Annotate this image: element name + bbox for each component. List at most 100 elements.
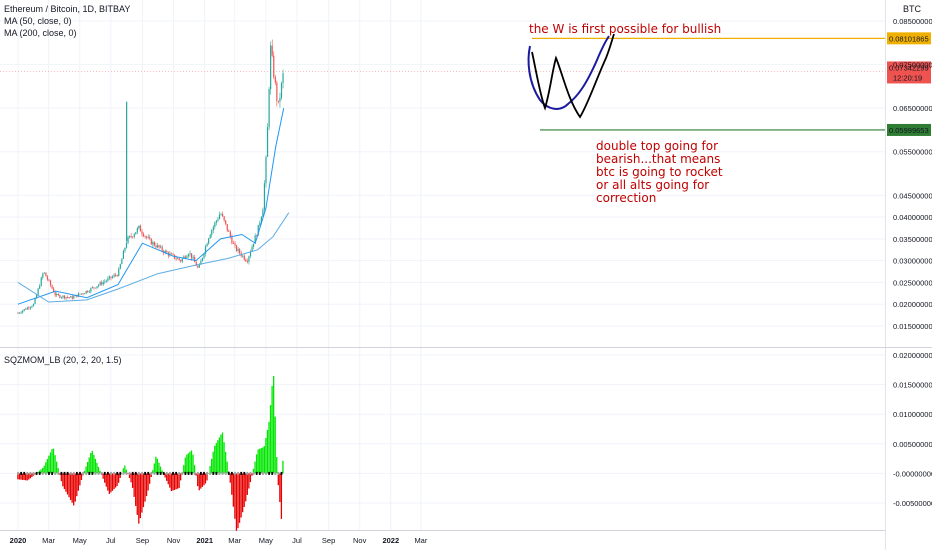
candle-body: [108, 276, 111, 279]
price-axis[interactable]: 0.08500000 0.07500000 0.06500000 0.05500000…: [893, 17, 932, 331]
candle-body: [187, 254, 190, 257]
grid: [0, 0, 885, 530]
w-pattern-note: the W is first possible for bullish: [529, 22, 721, 36]
candle-body: [194, 257, 196, 263]
time-axis[interactable]: 2020 Mar May Jul Sep Nov 2021 Mar May Jul Sep Nov 20…: [10, 536, 428, 545]
candle-body: [139, 225, 142, 232]
symbol-title[interactable]: Ethereum / Bitcoin, 1D, BITBAY: [4, 4, 130, 14]
candle-body: [49, 280, 52, 286]
momentum-bar: [57, 468, 59, 474]
momentum-bar: [224, 451, 227, 474]
momentum-bar: [246, 473, 248, 495]
ma200-legend[interactable]: MA (200, close, 0): [4, 28, 77, 38]
candle-body: [129, 236, 131, 238]
candle-body: [62, 295, 64, 298]
momentum-bar: [118, 473, 120, 483]
squeeze-dot: [153, 471, 156, 475]
momentum-bar: [206, 473, 208, 481]
momentum-bar: [94, 458, 97, 474]
squeeze-dot: [63, 471, 66, 475]
momentum-bar: [193, 465, 196, 474]
time-tick-label: Nov: [353, 536, 367, 545]
candle-body: [262, 209, 264, 217]
candle-body: [60, 297, 62, 299]
momentum-bar: [155, 456, 157, 474]
momentum-bar: [62, 473, 64, 487]
momentum-bar: [204, 473, 207, 484]
momentum-bar: [111, 473, 114, 491]
candle-body: [107, 278, 109, 281]
momentum-axis[interactable]: 0.02000000 0.01500000 0.01000000 0.00500000…: [893, 351, 932, 508]
squeeze-dot: [94, 471, 97, 475]
candle-body: [82, 293, 84, 295]
candle-body: [253, 243, 255, 247]
candle-body: [125, 242, 128, 248]
double-top-note-line-5: correction: [596, 191, 656, 205]
candle-body: [70, 296, 72, 298]
candle-body: [239, 249, 241, 254]
momentum-bar: [85, 466, 87, 474]
momentum-bar: [40, 469, 42, 474]
momentum-bar: [124, 465, 126, 474]
candle-body: [146, 236, 148, 238]
momentum-bar: [23, 473, 25, 481]
candle-body: [228, 230, 230, 232]
momentum-bar: [190, 450, 193, 474]
candle-body: [133, 234, 135, 237]
squeeze-dot: [172, 471, 174, 475]
momentum-bar: [80, 473, 83, 481]
squeeze-dot: [119, 471, 122, 475]
momentum-bar: [48, 455, 50, 474]
candle-body: [43, 272, 45, 274]
candle-body: [234, 243, 236, 246]
candle-body: [274, 77, 276, 83]
candle-body: [25, 309, 27, 310]
candle-body: [46, 276, 49, 280]
ma50-legend[interactable]: MA (50, close, 0): [4, 16, 72, 26]
current-price-label: 0.07342299: [889, 63, 929, 72]
momentum-bar: [262, 447, 264, 474]
candle-body: [156, 245, 159, 248]
indicator-title[interactable]: SQZMOM_LB (20, 2, 20, 1.5): [4, 355, 122, 365]
momentum-bar: [164, 473, 166, 478]
momentum-bar: [34, 473, 36, 475]
squeeze-dot: [221, 471, 224, 475]
candle-body: [265, 156, 267, 184]
momentum-bar: [102, 473, 104, 479]
resistance-tag-label: 0.08101865: [889, 34, 929, 43]
squeeze-dot: [82, 471, 84, 475]
momentum-bar: [271, 385, 273, 474]
momentum-bar: [71, 473, 73, 503]
candle-body: [184, 256, 186, 258]
time-tick-label: Sep: [136, 536, 149, 545]
momentum-bar: [161, 470, 163, 474]
squeeze-dot: [274, 471, 277, 475]
candle-body: [256, 235, 258, 237]
candle-body: [39, 285, 41, 289]
time-tick-label: 2021: [196, 536, 213, 545]
time-tick-label: 2022: [382, 536, 399, 545]
candle-body: [271, 45, 273, 56]
momentum-bar: [217, 440, 219, 474]
squeeze-dot: [240, 471, 243, 475]
candle-body: [31, 306, 33, 308]
squeeze-dot: [187, 471, 190, 475]
momentum-bar: [184, 457, 186, 474]
squeeze-dot: [134, 471, 137, 475]
momentum-bar: [277, 473, 279, 486]
candle-body: [260, 216, 262, 223]
squeeze-dot: [41, 471, 44, 475]
squeeze-dot: [91, 471, 94, 475]
momentum-bar: [144, 473, 146, 502]
candle-body: [181, 258, 183, 262]
time-tick-label: Mar: [228, 536, 241, 545]
momentum-bar: [114, 473, 117, 488]
momentum-bar: [46, 459, 48, 474]
price-tick-label: 0.02500000: [893, 278, 932, 287]
momentum-bar: [65, 473, 67, 492]
momentum-bar: [242, 473, 244, 513]
momentum-bar: [183, 465, 185, 474]
squeeze-dot: [165, 471, 168, 475]
momentum-bar: [282, 460, 284, 474]
